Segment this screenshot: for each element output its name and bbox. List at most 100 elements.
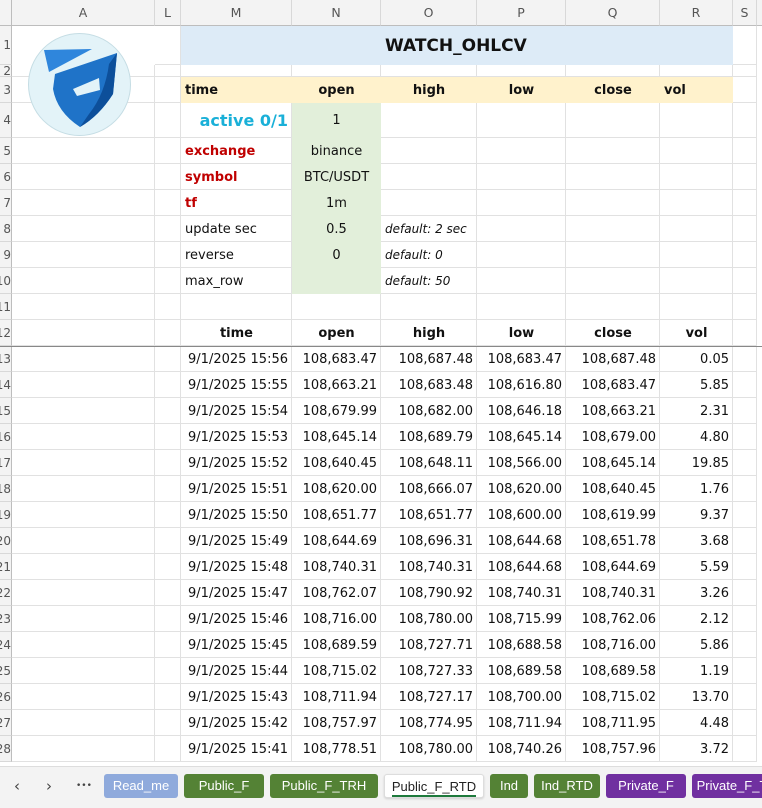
row-header[interactable]: 3 <box>0 77 12 103</box>
table-cell[interactable]: 3.26 <box>700 585 729 601</box>
grid-cell[interactable] <box>181 164 292 190</box>
table-cell[interactable]: 9/1/2025 15:46 <box>188 611 288 627</box>
grid-cell[interactable] <box>566 138 660 164</box>
grid-cell[interactable] <box>566 450 660 476</box>
row-header[interactable]: 15 <box>0 398 12 424</box>
grid-cell[interactable] <box>733 372 757 398</box>
table-cell[interactable]: 108,666.07 <box>398 481 473 497</box>
row-header[interactable]: 10 <box>0 268 12 294</box>
grid-cell[interactable] <box>292 65 381 77</box>
grid-cell[interactable] <box>155 190 181 216</box>
grid-cell[interactable] <box>566 710 660 736</box>
column-header[interactable]: Q <box>566 0 660 26</box>
grid-cell[interactable] <box>733 736 757 762</box>
grid-cell[interactable] <box>477 216 566 242</box>
grid-cell[interactable] <box>733 424 757 450</box>
table-cell[interactable]: 108,683.47 <box>302 351 377 367</box>
grid-cell[interactable] <box>155 294 181 320</box>
more-sheets-button[interactable]: ••• <box>76 781 92 791</box>
grid-cell[interactable] <box>181 346 292 372</box>
grid-cell[interactable] <box>12 268 155 294</box>
row-header[interactable]: 1 <box>0 26 12 65</box>
table-cell[interactable]: 9.37 <box>700 507 729 523</box>
grid-cell[interactable] <box>381 103 477 138</box>
table-cell[interactable]: 9/1/2025 15:44 <box>188 663 288 679</box>
grid-cell[interactable] <box>477 736 566 762</box>
grid-cell[interactable] <box>292 736 381 762</box>
grid-cell[interactable] <box>381 372 477 398</box>
grid-cell[interactable] <box>381 710 477 736</box>
column-header[interactable]: R <box>660 0 733 26</box>
grid-cell[interactable] <box>292 294 381 320</box>
grid-cell[interactable] <box>477 346 566 372</box>
table-cell[interactable]: 9/1/2025 15:50 <box>188 507 288 523</box>
next-sheet-button[interactable]: › <box>46 777 52 795</box>
grid-cell[interactable] <box>292 476 381 502</box>
grid-cell[interactable] <box>566 294 660 320</box>
spreadsheet-grid[interactable]: ALMNOPQRS1234567891011121314151617181920… <box>0 0 762 766</box>
grid-cell[interactable] <box>155 372 181 398</box>
table-cell[interactable]: 9/1/2025 15:53 <box>188 429 288 445</box>
grid-cell[interactable] <box>181 424 292 450</box>
grid-cell[interactable] <box>660 502 733 528</box>
grid-cell[interactable] <box>12 580 155 606</box>
grid-cell[interactable] <box>477 606 566 632</box>
grid-cell[interactable] <box>381 476 477 502</box>
grid-cell[interactable] <box>155 320 181 346</box>
grid-cell[interactable] <box>477 554 566 580</box>
row-header[interactable]: 9 <box>0 242 12 268</box>
grid-cell[interactable] <box>381 632 477 658</box>
grid-cell[interactable] <box>181 138 292 164</box>
grid-cell[interactable] <box>733 632 757 658</box>
grid-cell[interactable] <box>660 450 733 476</box>
table-cell[interactable]: 108,644.68 <box>487 559 562 575</box>
table-cell[interactable]: 108,644.69 <box>302 533 377 549</box>
grid-cell[interactable] <box>566 528 660 554</box>
grid-cell[interactable] <box>733 242 757 268</box>
table-cell[interactable]: 108,663.21 <box>302 377 377 393</box>
grid-cell[interactable] <box>477 190 566 216</box>
grid-cell[interactable] <box>733 710 757 736</box>
grid-cell[interactable] <box>660 554 733 580</box>
table-cell[interactable]: 108,682.00 <box>398 403 473 419</box>
grid-cell[interactable] <box>381 502 477 528</box>
grid-cell[interactable] <box>12 684 155 710</box>
table-cell[interactable]: 108,620.00 <box>302 481 377 497</box>
grid-cell[interactable] <box>155 346 181 372</box>
grid-cell[interactable] <box>733 77 757 103</box>
grid-cell[interactable] <box>155 138 181 164</box>
grid-cell[interactable] <box>477 684 566 710</box>
table-cell[interactable]: 9/1/2025 15:51 <box>188 481 288 497</box>
table-cell[interactable]: 108,600.00 <box>487 507 562 523</box>
table-cell[interactable]: 5.85 <box>700 377 729 393</box>
table-cell[interactable]: 9/1/2025 15:56 <box>188 351 288 367</box>
table-cell[interactable]: 9/1/2025 15:47 <box>188 585 288 601</box>
sheet-tab-private_f_t[interactable]: Private_F_T <box>692 774 762 798</box>
table-cell[interactable]: 108,762.07 <box>302 585 377 601</box>
sheet-tab-ind_rtd[interactable]: Ind_RTD <box>534 774 600 798</box>
row-header[interactable]: 2 <box>0 65 12 77</box>
table-cell[interactable]: 108,689.58 <box>581 663 656 679</box>
table-cell[interactable]: 0.05 <box>700 351 729 367</box>
grid-cell[interactable] <box>155 164 181 190</box>
grid-cell[interactable] <box>733 190 757 216</box>
grid-cell[interactable] <box>381 294 477 320</box>
table-cell[interactable]: 2.12 <box>700 611 729 627</box>
table-cell[interactable]: 5.86 <box>700 637 729 653</box>
table-cell[interactable]: 108,716.00 <box>581 637 656 653</box>
grid-cell[interactable] <box>660 658 733 684</box>
grid-cell[interactable] <box>155 424 181 450</box>
table-cell[interactable]: 108,689.79 <box>398 429 473 445</box>
grid-cell[interactable] <box>12 658 155 684</box>
grid-cell[interactable] <box>381 554 477 580</box>
row-header[interactable]: 13 <box>0 346 12 372</box>
table-cell[interactable]: 13.70 <box>691 689 729 705</box>
grid-cell[interactable] <box>292 320 381 346</box>
grid-cell[interactable] <box>292 450 381 476</box>
grid-cell[interactable] <box>292 528 381 554</box>
row-header[interactable]: 5 <box>0 138 12 164</box>
table-cell[interactable]: 108,700.00 <box>487 689 562 705</box>
grid-cell[interactable] <box>660 476 733 502</box>
table-cell[interactable]: 108,757.96 <box>581 741 656 757</box>
row-header[interactable]: 16 <box>0 424 12 450</box>
